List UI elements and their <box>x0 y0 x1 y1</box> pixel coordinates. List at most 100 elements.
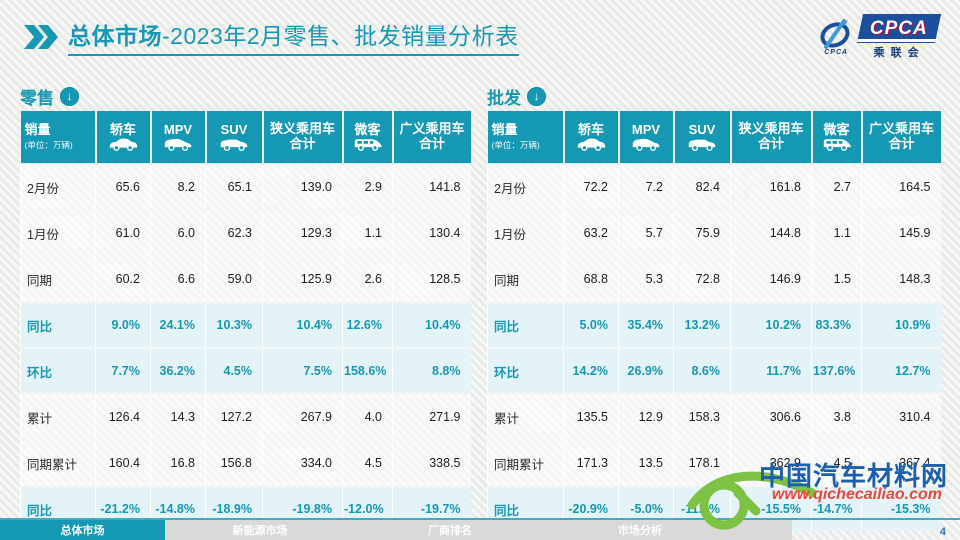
footer-tab-1[interactable]: 新能源市场 <box>232 525 288 537</box>
table-cell: 59.0 <box>205 255 263 302</box>
table-cell: 83.3% <box>811 301 862 348</box>
table-cell: 36.2% <box>150 347 206 394</box>
table-cell: 171.3 <box>563 439 619 486</box>
column-header-0: 销量 (单位：万辆) <box>487 111 564 164</box>
table-row: 同期 68.8 5.3 72.8 146.9 1.5 148.3 <box>487 255 941 302</box>
footer-tab-3[interactable]: 市场分析 <box>618 525 662 537</box>
column-header-4: 狭义乘用车 合计 <box>261 111 343 164</box>
row-label: 同比 <box>20 301 96 348</box>
table-cell: 60.2 <box>95 255 151 302</box>
table-cell: 62.3 <box>205 209 263 256</box>
row-label: 同期 <box>20 255 96 302</box>
table-cell: 10.2% <box>730 301 812 348</box>
table-cell: 139.0 <box>262 163 343 210</box>
table-cell: 61.0 <box>95 209 151 256</box>
table-row: 同期累计 171.3 13.5 178.1 362.9 4.5 367.4 <box>487 439 941 486</box>
suv-icon <box>675 138 730 152</box>
wholesale-section-label: 批发 ↓ <box>487 86 940 108</box>
van-icon <box>813 138 861 152</box>
table-cell: 129.3 <box>262 209 343 256</box>
row-label: 同比 <box>487 301 564 348</box>
van-icon <box>344 138 392 152</box>
table-cell: 334.0 <box>262 439 343 486</box>
table-row: 1月份 63.2 5.7 75.9 144.8 1.1 145.9 <box>487 209 941 256</box>
table-cell: 12.6% <box>342 301 393 348</box>
sedan-icon <box>565 138 618 152</box>
table-cell: 4.5 <box>342 439 393 486</box>
table-cell: 126.4 <box>95 393 151 440</box>
table-cell: 12.7% <box>861 347 941 394</box>
retail-section: 零售 ↓ 销量 (单位：万辆) 轿车 MPV SUV 狭义乘用车 合计 微客 广义乘用车 合计… <box>20 86 471 531</box>
table-cell: 6.0 <box>150 209 206 256</box>
row-label: 累计 <box>487 393 564 440</box>
page-title-prefix: 总体市场 <box>68 23 162 49</box>
table-cell: 160.4 <box>95 439 151 486</box>
wholesale-section: 批发 ↓ 销量 (单位：万辆) 轿车 MPV SUV 狭义乘用车 合计 微客 广义乘用车 合计… <box>487 86 941 531</box>
table-cell: 338.5 <box>392 439 471 486</box>
header: 总体市场-2023年2月零售、批发销量分析表 <box>24 22 519 56</box>
table-row: 环比 14.2% 26.9% 8.6% 11.7% 137.6% 12.7% <box>487 347 941 394</box>
table-cell: 4.5% <box>205 347 263 394</box>
wholesale-label: 批发 <box>487 88 521 108</box>
column-header-6: 广义乘用车 合计 <box>860 111 941 164</box>
wholesale-table: 销量 (单位：万辆) 轿车 MPV SUV 狭义乘用车 合计 微客 广义乘用车 合计 2月份 7… <box>487 111 941 531</box>
row-label: 环比 <box>487 347 564 394</box>
table-row: 1月份 61.0 6.0 62.3 129.3 1.1 130.4 <box>20 209 471 256</box>
table-cell: 1.1 <box>342 209 393 256</box>
table-cell: -15.3% <box>861 485 941 531</box>
table-cell: 10.4% <box>392 301 471 348</box>
column-header-mpv: MPV <box>617 111 674 164</box>
table-cell: 75.9 <box>673 209 731 256</box>
table-cell: 7.5% <box>262 347 343 394</box>
row-label: 同期累计 <box>487 439 564 486</box>
cpca-chinese-name: 乘联会 <box>873 47 925 59</box>
column-header-suv: SUV <box>204 111 263 164</box>
cpca-swoosh-label: CPCA <box>824 48 849 56</box>
table-cell: 5.7 <box>618 209 674 256</box>
table-cell: 158.3 <box>673 393 731 440</box>
table-cell: 6.6 <box>150 255 206 302</box>
column-header-van: 微客 <box>341 111 393 164</box>
mpv-icon <box>620 138 673 152</box>
column-header-mpv: MPV <box>149 111 206 164</box>
down-arrow-circle-icon: ↓ <box>60 86 79 106</box>
table-cell: 5.0% <box>563 301 619 348</box>
table-cell: 14.3 <box>150 393 206 440</box>
table-row: 2月份 72.2 7.2 82.4 161.8 2.7 164.5 <box>487 163 941 210</box>
row-label: 累计 <box>20 393 96 440</box>
table-row: 同期累计 160.4 16.8 156.8 334.0 4.5 338.5 <box>20 439 471 486</box>
row-label: 2月份 <box>20 163 96 210</box>
table-cell: 9.0% <box>95 301 151 348</box>
retail-table-header-row: 销量 (单位：万辆) 轿车 MPV SUV 狭义乘用车 合计 微客 广义乘用车 合计 <box>20 111 471 164</box>
table-cell: 141.8 <box>392 163 471 210</box>
suv-icon <box>207 138 262 152</box>
retail-label: 零售 <box>20 88 54 108</box>
cpca-swoosh-icon: CPCA <box>818 18 854 56</box>
column-header-0: 销量 (单位：万辆) <box>20 111 96 164</box>
retail-table: 销量 (单位：万辆) 轿车 MPV SUV 狭义乘用车 合计 微客 广义乘用车 合计 2月份 6… <box>20 111 471 531</box>
table-cell: 130.4 <box>392 209 471 256</box>
table-cell: 82.4 <box>673 163 731 210</box>
table-cell: 4.0 <box>342 393 393 440</box>
table-cell: 164.5 <box>861 163 941 210</box>
page-title-rest: -2023年2月零售、批发销量分析表 <box>162 23 519 49</box>
table-cell: 178.1 <box>673 439 731 486</box>
table-cell: 10.3% <box>205 301 263 348</box>
table-cell: 8.6% <box>673 347 731 394</box>
table-row: 累计 135.5 12.9 158.3 306.6 3.8 310.4 <box>487 393 941 440</box>
footer-tab-0[interactable]: 总体市场 <box>0 520 165 540</box>
table-cell: 3.8 <box>811 393 862 440</box>
table-cell: 35.4% <box>618 301 674 348</box>
footer-tab-2[interactable]: 厂商排名 <box>428 525 472 537</box>
table-cell: 8.2 <box>150 163 206 210</box>
table-cell: 2.6 <box>342 255 393 302</box>
page-number: 4 <box>939 526 946 538</box>
table-cell: 161.8 <box>730 163 812 210</box>
cpca-plate: CPCA <box>857 14 942 43</box>
table-cell: 271.9 <box>392 393 471 440</box>
table-cell: 145.9 <box>861 209 941 256</box>
table-cell: 24.1% <box>150 301 206 348</box>
column-header-van: 微客 <box>810 111 862 164</box>
table-cell: 7.7% <box>95 347 151 394</box>
column-header-6: 广义乘用车 合计 <box>391 111 471 164</box>
